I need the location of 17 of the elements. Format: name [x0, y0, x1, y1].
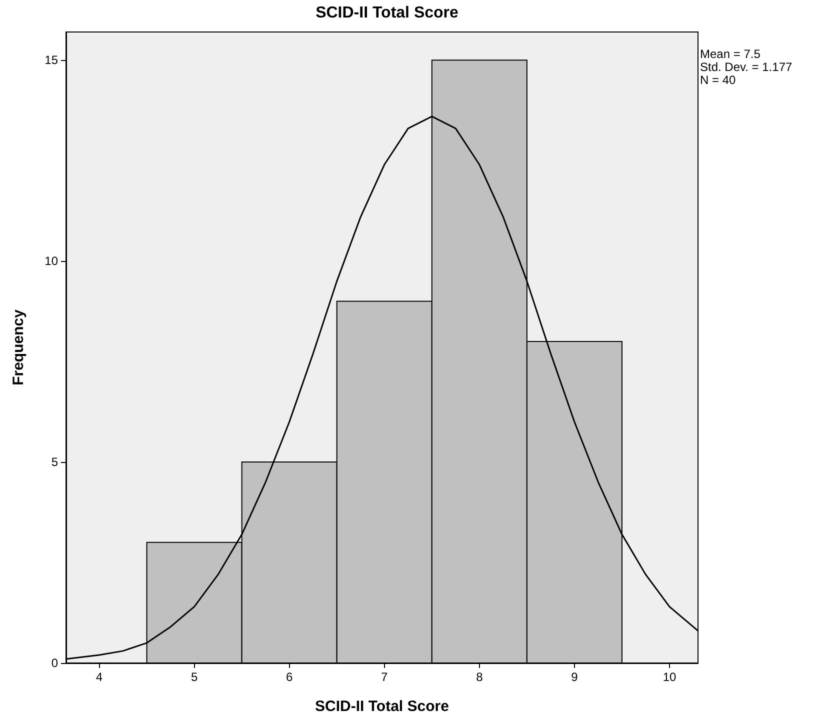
y-tick-label: 5: [51, 455, 58, 470]
x-tick-label: 7: [381, 670, 388, 684]
y-axis-title: Frequency: [10, 308, 27, 386]
x-tick-label: 8: [476, 670, 484, 684]
x-tick-label: 5: [190, 670, 198, 684]
x-tick-label: 6: [286, 670, 293, 684]
chart-title: SCID-II Total Score: [316, 4, 459, 22]
text: Std. Dev. = 1.177: [700, 60, 792, 74]
y-tick-label: 10: [44, 254, 58, 268]
x-axis-title: SCID-II Total Score: [315, 698, 449, 715]
text: Mean = 7.5: [700, 47, 761, 61]
text: N = 40: [700, 73, 736, 87]
y-tick-label: 0: [51, 656, 58, 670]
x-tick-label: 4: [96, 670, 103, 684]
x-tick-label: 9: [571, 670, 578, 684]
y-tick-label: 15: [44, 53, 58, 68]
x-tick-label: 10: [662, 670, 676, 684]
